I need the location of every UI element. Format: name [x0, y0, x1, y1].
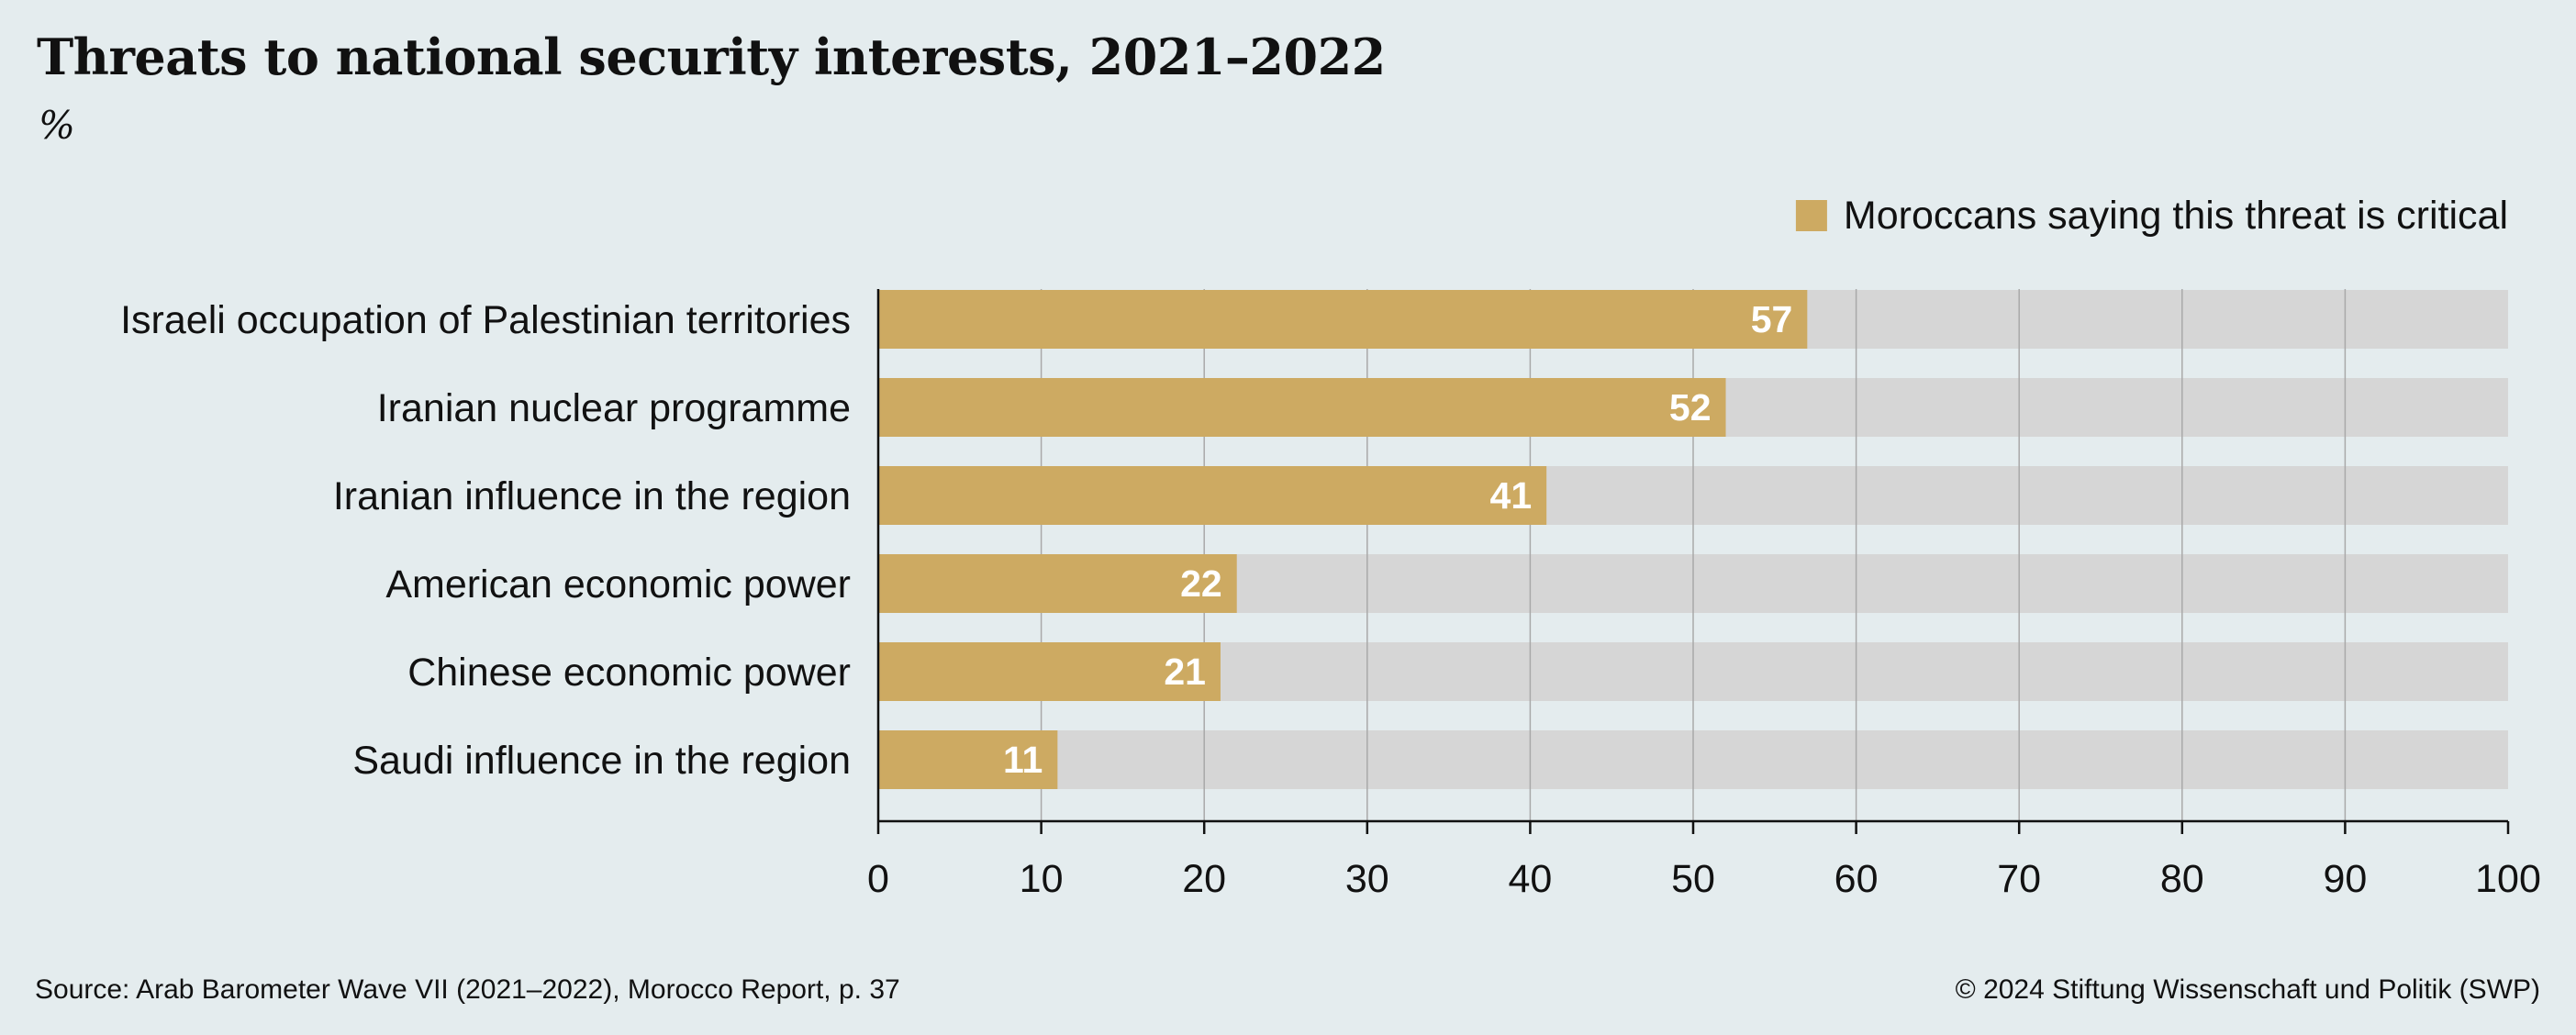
bar: [878, 642, 1221, 701]
category-label: Israeli occupation of Palestinian territ…: [120, 298, 851, 342]
bar: [878, 554, 1237, 613]
source-note: Source: Arab Barometer Wave VII (2021–20…: [35, 974, 900, 1005]
bar: [878, 290, 1808, 349]
x-tick-label: 80: [2160, 857, 2204, 901]
x-tick-label: 50: [1671, 857, 1715, 901]
category-label: American economic power: [385, 562, 851, 607]
legend-swatch: [1795, 200, 1827, 231]
copyright-note: © 2024 Stiftung Wissenschaft und Politik…: [1955, 974, 2540, 1005]
x-tick-label: 70: [1997, 857, 2041, 901]
category-label: Saudi influence in the region: [352, 739, 851, 783]
bar: [878, 466, 1547, 525]
chart-subtitle: %: [39, 103, 75, 148]
data-label: 52: [1669, 386, 1712, 428]
data-label: 22: [1180, 562, 1222, 605]
x-tick-label: 60: [1834, 857, 1879, 901]
bar: [878, 730, 1058, 789]
x-tick-label: 0: [867, 857, 889, 901]
x-tick-label: 30: [1345, 857, 1389, 901]
x-tick-label: 40: [1508, 857, 1552, 901]
x-tick-label: 90: [2323, 857, 2367, 901]
data-label: 21: [1164, 651, 1206, 693]
legend-label: Moroccans saying this threat is critical: [1844, 194, 2508, 238]
category-label: Chinese economic power: [407, 651, 851, 695]
chart-title: Threats to national security interests, …: [37, 28, 1386, 86]
data-label: 57: [1751, 298, 1793, 340]
bar: [878, 378, 1726, 437]
x-tick-label: 10: [1020, 857, 1064, 901]
x-tick-label: 20: [1182, 857, 1226, 901]
category-label: Iranian influence in the region: [333, 474, 851, 518]
data-label: 11: [1003, 739, 1043, 781]
data-label: 41: [1490, 474, 1533, 517]
x-tick-label: 100: [2475, 857, 2541, 901]
category-label: Iranian nuclear programme: [377, 386, 851, 430]
